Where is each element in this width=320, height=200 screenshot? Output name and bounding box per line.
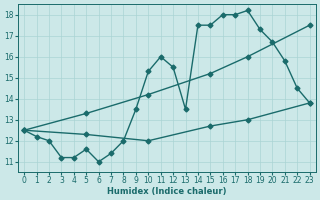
X-axis label: Humidex (Indice chaleur): Humidex (Indice chaleur) <box>107 187 227 196</box>
